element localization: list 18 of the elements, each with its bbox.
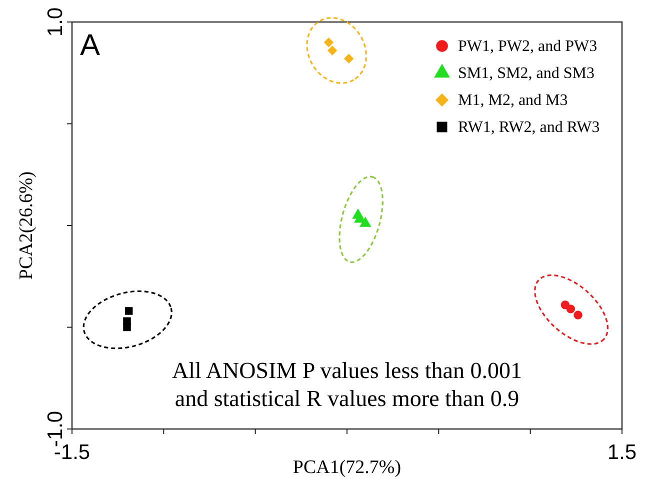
x-tick-label: 1.5 xyxy=(607,441,637,464)
point xyxy=(123,323,131,332)
point xyxy=(124,307,133,315)
point xyxy=(327,46,338,56)
x-axis-title: PCA1(72.7%) xyxy=(292,457,402,478)
annotation: A xyxy=(80,29,100,62)
point xyxy=(344,54,354,64)
point xyxy=(324,38,334,48)
legend-label: M1, M2, and M3 xyxy=(458,92,568,109)
legend-label: PW1, PW2, and PW3 xyxy=(458,38,598,55)
legend-label: SM1, SM2, and SM3 xyxy=(458,65,594,82)
annotation: All ANOSIM P values less than 0.001 xyxy=(172,358,522,383)
legend-label: RW1, RW2, and RW3 xyxy=(458,119,600,136)
point xyxy=(566,304,576,314)
point xyxy=(574,310,582,320)
y-tick-label: 1.0 xyxy=(44,7,67,37)
annotation: and statistical R values more than 0.9 xyxy=(174,386,520,411)
y-axis-title: PCA2(26.6%) xyxy=(16,171,37,280)
